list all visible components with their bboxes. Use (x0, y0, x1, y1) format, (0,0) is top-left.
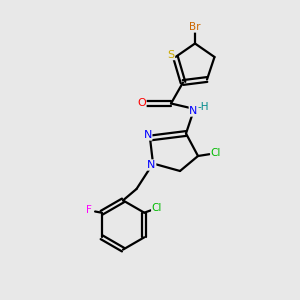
Text: Cl: Cl (152, 203, 162, 213)
Text: -H: -H (197, 102, 209, 112)
Text: N: N (143, 130, 152, 140)
Text: O: O (137, 98, 146, 109)
Text: F: F (86, 205, 92, 215)
Text: N: N (147, 160, 156, 170)
Text: N: N (189, 106, 198, 116)
Text: Br: Br (189, 22, 201, 32)
Text: S: S (167, 50, 175, 60)
Text: Cl: Cl (211, 148, 221, 158)
